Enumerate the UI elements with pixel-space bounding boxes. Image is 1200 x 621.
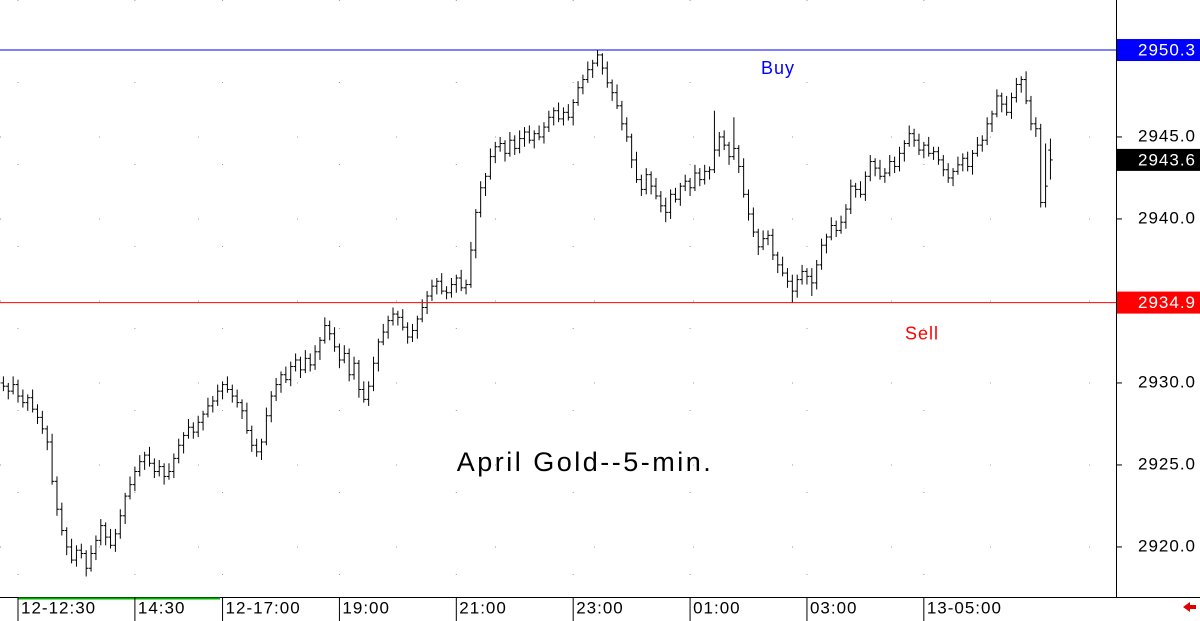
price-tag-label: 2934.9 (1138, 293, 1196, 312)
price-tag-label: 2950.3 (1138, 41, 1196, 60)
x-tick-label: 23:00 (576, 598, 624, 617)
y-tick-label: 2920.0 (1138, 536, 1196, 555)
y-tick-label: 2930.0 (1138, 372, 1196, 391)
x-tick-label: 14:30 (138, 598, 186, 617)
reference-line-text: Sell (905, 323, 939, 343)
x-tick-label: 12-17:00 (226, 598, 301, 617)
scroll-arrow (1183, 602, 1196, 612)
x-tick-label: 12-12:30 (21, 598, 96, 617)
last-price-tag (1117, 148, 1200, 171)
labels: 2920.02925.02930.02935.02940.02945.012-1… (0, 39, 1200, 617)
y-tick-label: 2945.0 (1138, 126, 1196, 145)
price-tag (1117, 39, 1200, 62)
x-tick-label: 19:00 (342, 598, 390, 617)
grid (0, 0, 1122, 621)
x-tick-label: 01:00 (693, 598, 741, 617)
chart-title: April Gold--5-min. (457, 447, 714, 477)
y-tick-label: 2940.0 (1138, 208, 1196, 227)
price-tag (1117, 291, 1200, 314)
x-tick-label: 13-05:00 (927, 598, 1002, 617)
x-tick-label: 03:00 (810, 598, 858, 617)
x-tick-label: 21:00 (459, 598, 507, 617)
last-price-label: 2943.6 (1138, 150, 1196, 169)
y-tick-label: 2925.0 (1138, 454, 1196, 473)
reference-line-text: Buy (761, 58, 795, 78)
